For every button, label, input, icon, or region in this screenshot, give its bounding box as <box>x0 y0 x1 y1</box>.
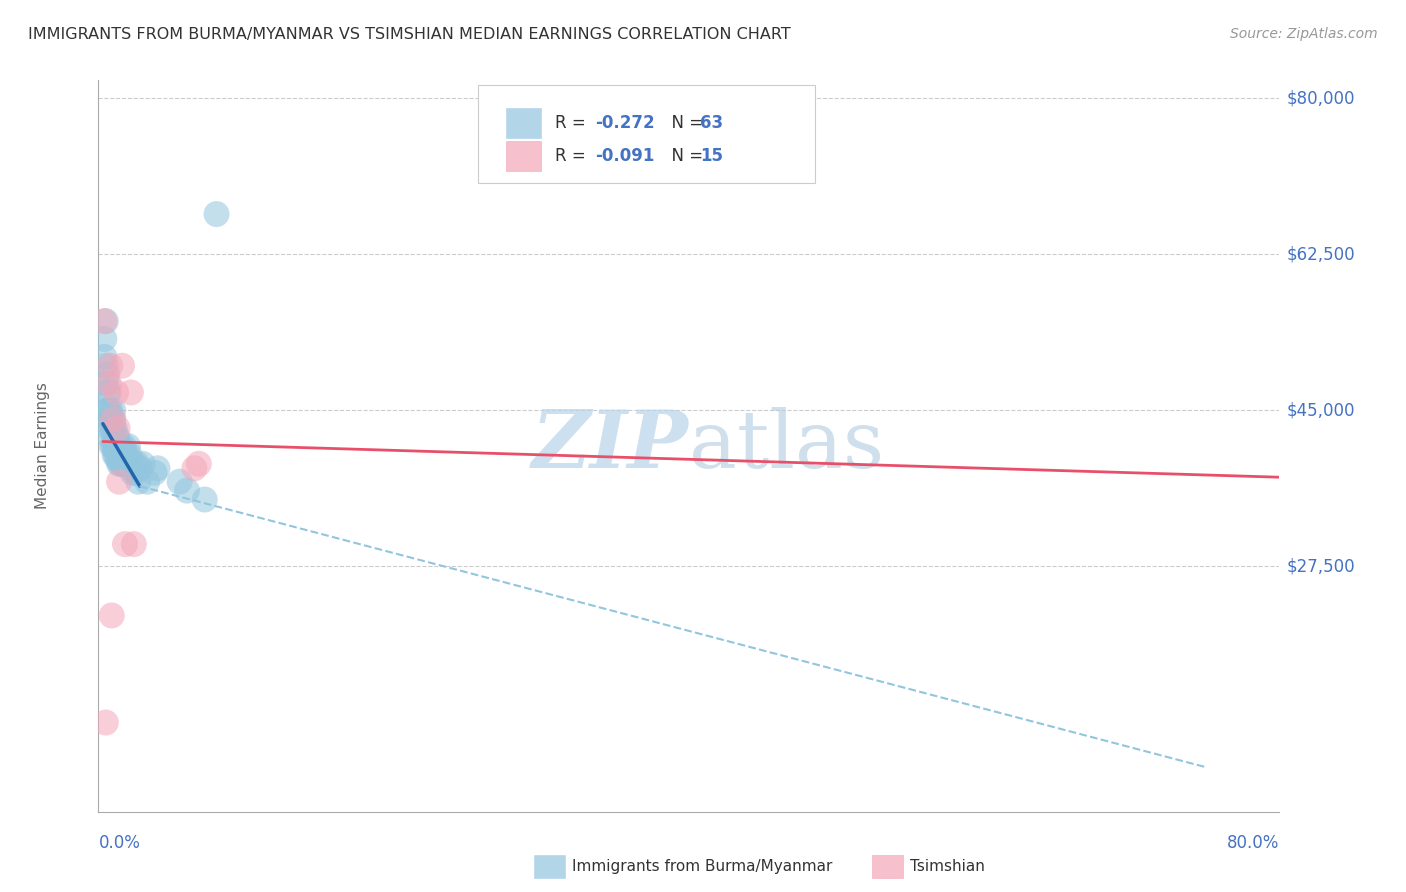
Point <box>100 608 122 623</box>
Point <box>112 439 135 453</box>
Point <box>111 359 134 373</box>
Point <box>103 412 125 426</box>
Point <box>107 439 129 453</box>
Text: Source: ZipAtlas.com: Source: ZipAtlas.com <box>1230 27 1378 41</box>
Point <box>143 466 166 480</box>
Point <box>108 475 131 489</box>
Point <box>105 439 128 453</box>
Point <box>98 430 121 444</box>
Text: -0.272: -0.272 <box>595 114 654 132</box>
Point <box>132 457 155 471</box>
Point <box>114 448 136 462</box>
Point <box>187 457 209 471</box>
Point <box>103 421 125 435</box>
Point <box>136 475 159 489</box>
Point <box>93 332 115 346</box>
Text: ZIP: ZIP <box>531 408 689 484</box>
Text: Tsimshian: Tsimshian <box>910 859 984 873</box>
Point <box>110 457 132 471</box>
Point <box>112 457 135 471</box>
Text: $27,500: $27,500 <box>1286 558 1355 575</box>
Point <box>103 439 125 453</box>
Point <box>125 457 148 471</box>
Point <box>97 376 120 391</box>
Point <box>93 314 115 328</box>
Text: 15: 15 <box>700 147 723 165</box>
Point <box>117 439 139 453</box>
Point <box>97 385 120 400</box>
Point <box>94 715 117 730</box>
Point <box>122 457 145 471</box>
Point <box>104 439 127 453</box>
Point <box>100 421 122 435</box>
Point <box>146 461 169 475</box>
Point <box>108 448 131 462</box>
Point <box>114 537 136 551</box>
Text: R =: R = <box>555 114 592 132</box>
Text: $62,500: $62,500 <box>1286 245 1355 263</box>
Point <box>96 368 118 382</box>
Text: 80.0%: 80.0% <box>1227 834 1279 852</box>
Text: -0.091: -0.091 <box>595 147 654 165</box>
Point <box>111 448 134 462</box>
Point <box>169 475 191 489</box>
Text: Median Earnings: Median Earnings <box>35 383 49 509</box>
Point <box>111 443 134 458</box>
Point <box>94 359 117 373</box>
Point <box>104 430 127 444</box>
Point <box>96 385 118 400</box>
Point <box>117 457 139 471</box>
Text: IMMIGRANTS FROM BURMA/MYANMAR VS TSIMSHIAN MEDIAN EARNINGS CORRELATION CHART: IMMIGRANTS FROM BURMA/MYANMAR VS TSIMSHI… <box>28 27 790 42</box>
Point <box>98 359 121 373</box>
Point <box>176 483 198 498</box>
Text: N =: N = <box>661 114 709 132</box>
Point <box>105 430 128 444</box>
Text: N =: N = <box>661 147 709 165</box>
Text: R =: R = <box>555 147 592 165</box>
Point <box>97 403 120 417</box>
Point <box>110 439 132 453</box>
Point <box>118 448 141 462</box>
Point <box>97 421 120 435</box>
Point <box>110 448 132 462</box>
Point <box>111 457 134 471</box>
Point <box>103 412 125 426</box>
Point <box>124 466 146 480</box>
Point <box>127 475 149 489</box>
Text: 63: 63 <box>700 114 723 132</box>
Point <box>107 430 129 444</box>
Point <box>108 457 131 471</box>
Point <box>107 452 129 467</box>
Point <box>107 421 129 435</box>
Point <box>105 448 128 462</box>
Point <box>100 439 122 453</box>
Text: Immigrants from Burma/Myanmar: Immigrants from Burma/Myanmar <box>572 859 832 873</box>
Point <box>94 314 117 328</box>
Point <box>94 376 117 391</box>
Text: $80,000: $80,000 <box>1286 89 1355 107</box>
Point <box>122 537 145 551</box>
Point <box>128 461 150 475</box>
Point <box>120 385 142 400</box>
Text: atlas: atlas <box>689 407 884 485</box>
Point <box>205 207 228 221</box>
Point <box>104 448 127 462</box>
Point <box>98 412 121 426</box>
Point <box>121 466 143 480</box>
Point <box>183 461 205 475</box>
Point <box>194 492 217 507</box>
Point <box>120 461 142 475</box>
Point <box>114 457 136 471</box>
Point <box>103 403 125 417</box>
Point <box>115 448 138 462</box>
Point <box>105 385 128 400</box>
Point <box>98 403 121 417</box>
Text: $45,000: $45,000 <box>1286 401 1355 419</box>
Point <box>108 439 131 453</box>
Point <box>100 412 122 426</box>
Point <box>96 403 118 417</box>
Text: 0.0%: 0.0% <box>98 834 141 852</box>
Point <box>93 350 115 364</box>
Point <box>104 421 127 435</box>
